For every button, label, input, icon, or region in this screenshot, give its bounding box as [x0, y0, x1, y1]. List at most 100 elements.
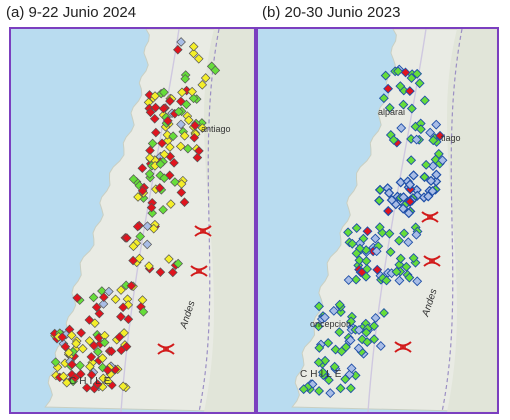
station-marker[interactable] — [398, 203, 409, 214]
station-marker[interactable] — [369, 334, 380, 345]
station-marker[interactable] — [137, 163, 148, 173]
station-marker[interactable] — [166, 199, 176, 209]
station-marker[interactable] — [177, 87, 187, 98]
station-marker[interactable] — [170, 177, 180, 187]
station-marker[interactable] — [370, 233, 381, 244]
station-marker[interactable] — [379, 308, 389, 318]
station-marker[interactable] — [157, 138, 167, 149]
station-marker[interactable] — [353, 343, 364, 354]
station-marker[interactable] — [334, 299, 345, 310]
station-marker[interactable] — [393, 66, 403, 77]
station-marker[interactable] — [428, 135, 439, 146]
station-marker[interactable] — [151, 127, 161, 138]
station-marker[interactable] — [154, 183, 165, 193]
station-marker[interactable] — [165, 142, 175, 152]
station-marker[interactable] — [362, 337, 373, 348]
station-marker[interactable] — [132, 221, 143, 232]
station-marker[interactable] — [62, 377, 72, 388]
station-marker[interactable] — [394, 275, 405, 286]
station-marker[interactable] — [383, 83, 394, 94]
station-marker[interactable] — [138, 307, 149, 317]
station-marker[interactable] — [76, 328, 86, 338]
station-marker[interactable] — [133, 192, 143, 202]
station-marker[interactable] — [351, 223, 362, 233]
station-marker[interactable] — [362, 226, 373, 237]
station-marker[interactable] — [118, 381, 128, 392]
station-marker[interactable] — [414, 78, 425, 89]
station-marker[interactable] — [381, 275, 392, 286]
station-marker[interactable] — [395, 81, 406, 92]
station-marker[interactable] — [404, 86, 415, 97]
station-marker[interactable] — [98, 299, 109, 309]
station-marker[interactable] — [298, 384, 309, 395]
station-marker[interactable] — [121, 341, 132, 352]
station-marker[interactable] — [425, 127, 436, 138]
station-marker[interactable] — [384, 228, 395, 239]
station-marker[interactable] — [179, 131, 190, 141]
station-marker[interactable] — [412, 276, 423, 287]
station-marker[interactable] — [158, 103, 169, 114]
station-marker[interactable] — [383, 187, 395, 199]
station-marker[interactable] — [193, 53, 204, 64]
station-marker[interactable] — [168, 131, 178, 142]
station-marker[interactable] — [93, 346, 103, 357]
station-marker[interactable] — [378, 93, 389, 104]
station-marker[interactable] — [427, 185, 438, 197]
station-marker[interactable] — [419, 95, 430, 106]
station-marker[interactable] — [60, 341, 71, 352]
station-marker[interactable] — [114, 332, 125, 342]
station-marker[interactable] — [399, 228, 410, 239]
station-marker[interactable] — [84, 336, 95, 346]
station-marker[interactable] — [173, 258, 183, 269]
station-marker[interactable] — [328, 305, 339, 316]
station-marker[interactable] — [85, 361, 95, 372]
station-marker[interactable] — [75, 369, 86, 379]
station-marker[interactable] — [118, 302, 128, 313]
station-marker[interactable] — [58, 371, 69, 382]
station-marker[interactable] — [176, 37, 186, 47]
station-marker[interactable] — [64, 347, 74, 358]
station-marker[interactable] — [164, 170, 175, 181]
station-marker[interactable] — [104, 286, 114, 297]
station-marker[interactable] — [406, 103, 417, 114]
station-marker[interactable] — [383, 205, 394, 217]
station-marker[interactable] — [97, 353, 108, 363]
station-marker[interactable] — [408, 253, 419, 263]
station-marker[interactable] — [357, 267, 367, 278]
station-marker[interactable] — [403, 207, 414, 219]
station-marker[interactable] — [314, 386, 325, 396]
station-marker[interactable] — [351, 248, 362, 259]
station-marker[interactable] — [437, 155, 448, 166]
station-marker[interactable] — [57, 332, 68, 342]
station-marker[interactable] — [374, 184, 386, 196]
station-marker[interactable] — [176, 179, 187, 189]
station-marker[interactable] — [374, 195, 385, 206]
station-marker[interactable] — [122, 233, 132, 243]
station-marker[interactable] — [343, 275, 354, 285]
station-marker[interactable] — [128, 174, 139, 184]
station-marker[interactable] — [144, 169, 155, 179]
station-marker[interactable] — [369, 321, 380, 331]
station-marker[interactable] — [91, 302, 102, 313]
station-marker[interactable] — [317, 367, 328, 378]
station-marker[interactable] — [106, 346, 117, 357]
station-marker[interactable] — [116, 285, 126, 295]
station-marker[interactable] — [192, 152, 203, 163]
station-marker[interactable] — [408, 170, 419, 181]
station-marker[interactable] — [144, 261, 154, 271]
station-marker[interactable] — [395, 253, 406, 264]
station-marker[interactable] — [99, 292, 109, 303]
station-marker[interactable] — [435, 130, 445, 141]
station-marker[interactable] — [173, 106, 184, 117]
station-marker[interactable] — [72, 293, 82, 303]
station-marker[interactable] — [159, 173, 170, 183]
station-marker[interactable] — [189, 132, 200, 143]
station-marker[interactable] — [78, 343, 88, 354]
station-marker[interactable] — [341, 342, 351, 352]
station-marker[interactable] — [415, 124, 426, 135]
station-marker[interactable] — [188, 48, 199, 59]
station-marker[interactable] — [431, 119, 442, 130]
station-marker[interactable] — [314, 301, 324, 312]
station-marker[interactable] — [116, 311, 126, 322]
station-marker[interactable] — [345, 335, 356, 346]
